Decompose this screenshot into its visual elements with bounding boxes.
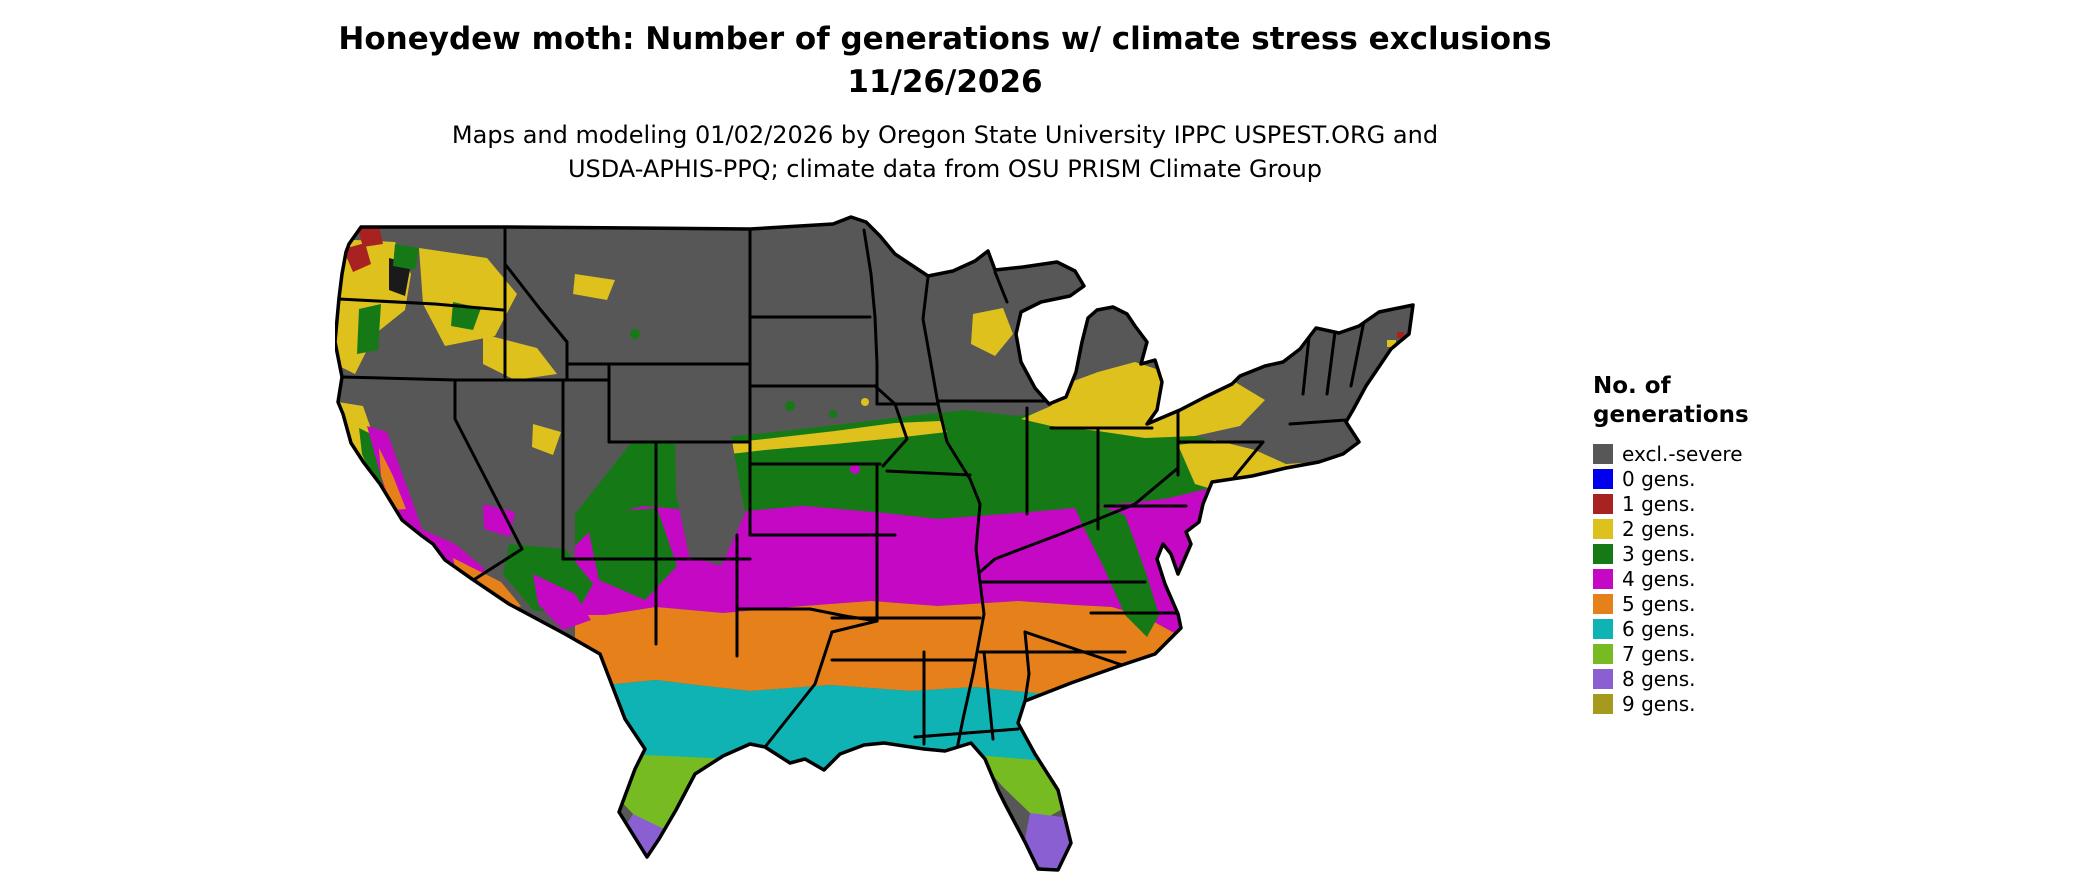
zone-7gens-south-texas [575, 755, 787, 854]
legend-item: 2 gens. [1593, 516, 1749, 541]
legend-item: 8 gens. [1593, 666, 1749, 691]
zone-3gens-blue-mountains [451, 302, 481, 330]
border-nh-me [1349, 314, 1367, 388]
legend-title-line-1: No. of [1593, 373, 1671, 399]
zone-4gens-arizona [533, 574, 591, 630]
legend-item: 1 gens. [1593, 491, 1749, 516]
map-speckle [850, 464, 860, 474]
zone-3gens-north-washington [393, 244, 419, 270]
zone-2gens-snake-plain [483, 334, 557, 380]
legend-swatch [1593, 543, 1613, 564]
legend-swatch [1593, 468, 1613, 489]
legend-item-label: 4 gens. [1622, 566, 1696, 591]
zone-2gens-columbia-basin [419, 248, 517, 346]
map-speckle [1241, 403, 1253, 415]
border-mississippi-river [936, 402, 986, 751]
zone-8gens-south-florida [1025, 813, 1074, 870]
legend-swatch [1593, 493, 1613, 514]
zone-5gens-band [575, 601, 1240, 695]
legend-item-label: 2 gens. [1622, 516, 1696, 541]
title-line-1: Honeydew moth: Number of generations w/ … [338, 21, 1552, 57]
map-speckle [829, 410, 837, 418]
zone-2gens-great-lakes [1021, 362, 1265, 438]
legend-item-label: 0 gens. [1622, 466, 1696, 491]
border-ma-north [1288, 418, 1348, 426]
us-map-svg [335, 215, 1415, 872]
zone-3gens-new-mexico [585, 508, 677, 600]
subtitle-line-1: Maps and modeling 01/02/2026 by Oregon S… [451, 121, 1439, 149]
border-sc-ga [1023, 630, 1031, 703]
zone-2gens-maine-coast [1387, 340, 1396, 347]
border-vt-nh [1325, 330, 1337, 396]
border-ia-mo [885, 469, 972, 477]
legend-item-label: 1 gens. [1622, 491, 1696, 516]
zone-1gens-maine-coast [1397, 332, 1404, 338]
legend-item-label: excl.-severe [1622, 441, 1743, 466]
zone-5gens-valley-core [379, 448, 406, 510]
border-id-mt [503, 262, 569, 344]
legend-item: excl.-severe [1593, 441, 1749, 466]
legend-items: excl.-severe 0 gens. 1 gens. 2 gens. 3 gens.… [1593, 441, 1749, 716]
legend-title-line-2: generations [1593, 402, 1749, 428]
border-tx-la [763, 630, 834, 749]
border-ca-nv-az [453, 378, 524, 581]
state-borders [337, 226, 1367, 751]
border-ga-fl [913, 727, 1020, 739]
legend-item-label: 9 gens. [1622, 691, 1696, 716]
us-outline [335, 215, 1415, 872]
legend-item: 7 gens. [1593, 641, 1749, 666]
border-nc-sc [1023, 630, 1124, 667]
legend-swatch [1593, 618, 1613, 639]
zone-2gens-montana-valleys [573, 274, 615, 300]
border-ohio-river [978, 466, 1180, 574]
legend-item: 3 gens. [1593, 541, 1749, 566]
title-line-2: 11/26/2026 [847, 64, 1043, 100]
zone-3gens-willamette [357, 304, 381, 354]
border-missouri-river [873, 384, 909, 468]
border-al-ga [982, 650, 995, 741]
legend-swatch [1593, 668, 1613, 689]
legend-item-label: 7 gens. [1622, 641, 1696, 666]
legend-item: 0 gens. [1593, 466, 1749, 491]
legend-swatch [1593, 568, 1613, 589]
legend-swatch [1593, 693, 1613, 714]
legend-swatch [1593, 593, 1613, 614]
legend: No. of generations excl.-severe 0 gens. 1 … [1593, 372, 1749, 716]
border-wa-or [337, 297, 505, 312]
border-mn-west [862, 228, 879, 406]
legend-item: 9 gens. [1593, 691, 1749, 716]
zone-2gens-wisconsin [971, 308, 1013, 356]
legend-item: 4 gens. [1593, 566, 1749, 591]
legend-item-label: 6 gens. [1622, 616, 1696, 641]
legend-item-label: 5 gens. [1622, 591, 1696, 616]
map-speckle [861, 398, 869, 406]
us-generations-map [335, 214, 1560, 884]
zone-2gens-utah-fringe [532, 424, 561, 455]
legend-item: 6 gens. [1593, 616, 1749, 641]
zone-4gens-south-nevada [483, 504, 515, 537]
border-mn-wi [921, 275, 940, 406]
map-subtitle: Maps and modeling 01/02/2026 by Oregon S… [0, 118, 1890, 186]
zone-3gens-appalachians [1071, 499, 1159, 637]
map-title: Honeydew moth: Number of generations w/ … [0, 18, 1890, 104]
subtitle-line-2: USDA-APHIS-PPQ; climate data from OSU PR… [567, 155, 1323, 183]
legend-swatch [1593, 443, 1613, 464]
zone-1gens-olympic [343, 243, 371, 272]
map-speckle [630, 329, 640, 339]
zone-1gens-north-cascades [357, 226, 383, 247]
zone-excl-severe-rockies [675, 428, 745, 566]
legend-item: 5 gens. [1593, 591, 1749, 616]
map-speckle [785, 401, 795, 411]
legend-item-label: 3 gens. [1622, 541, 1696, 566]
legend-swatch [1593, 643, 1613, 664]
legend-swatch [1593, 518, 1613, 539]
border-wi-mi-up [993, 270, 1009, 304]
legend-item-label: 8 gens. [1622, 666, 1696, 691]
border-ar-tx [830, 619, 879, 634]
